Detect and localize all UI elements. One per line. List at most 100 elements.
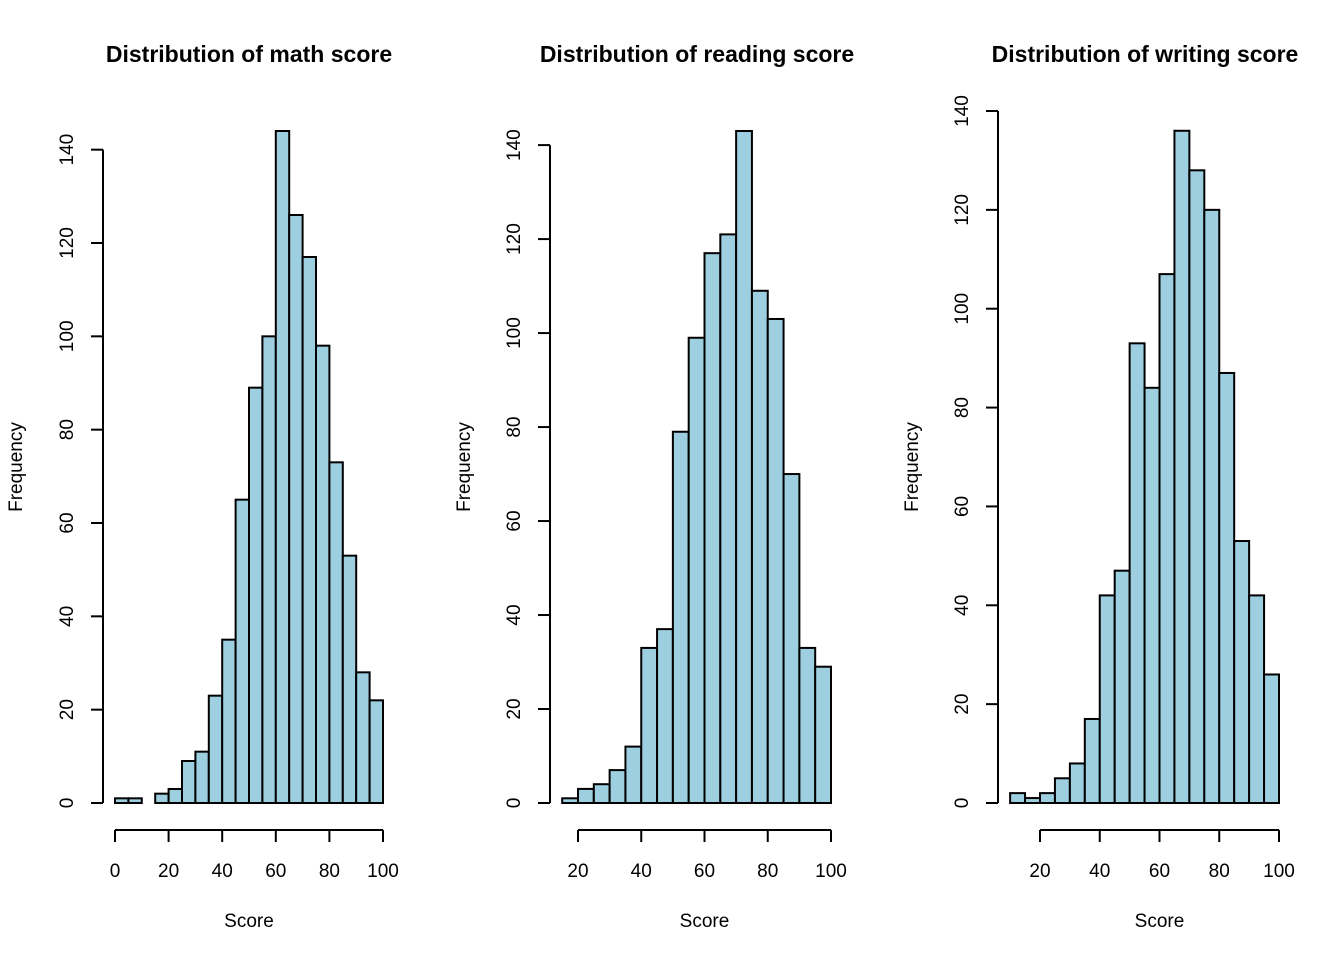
y-tick-label: 60 [504,510,525,531]
histogram-bar [1233,540,1251,804]
y-tick-label: 80 [57,419,78,440]
y-tick-label: 0 [57,798,78,809]
histogram-bar [1188,169,1206,805]
y-tick-label: 140 [57,134,78,166]
x-tick-label: 40 [1089,861,1110,882]
histogram-bar [234,498,251,804]
histogram-bar [248,386,264,804]
histogram-bar [154,792,170,805]
histogram-bar [1009,792,1027,804]
y-tick-label: 60 [57,512,78,533]
histogram-bar [798,646,817,805]
histogram-bar [1128,342,1146,804]
chart-title: Distribution of math score [106,41,392,67]
histogram-bar [355,671,371,804]
x-tick-label: 100 [367,861,399,882]
y-axis-label: Frequency [902,422,923,512]
y-tick-label: 40 [952,595,973,616]
histogram-bar [1024,797,1041,804]
histogram-bar [1248,594,1266,805]
histogram-bar [735,130,753,804]
y-tick-label: 120 [952,194,973,226]
histogram-bar [368,699,385,804]
histogram-bar [782,473,801,804]
histogram-bar [1098,594,1116,805]
y-tick-label: 80 [504,416,525,437]
histogram-bar [750,289,769,804]
x-tick-label: 20 [567,861,588,882]
histogram-bar [608,769,627,805]
histogram-bar [207,694,224,805]
x-tick-label: 80 [757,861,778,882]
x-tick-label: 80 [319,861,340,882]
y-tick-label: 0 [504,798,525,809]
histogram-bar [592,783,611,805]
histogram-bar [288,214,304,804]
histogram-bar [114,797,130,804]
x-axis-label: Score [680,911,730,932]
x-tick-label: 80 [1209,861,1230,882]
histogram-bar [1203,208,1221,805]
x-tick-label: 100 [815,861,847,882]
histogram-bar [194,750,210,805]
histogram-bar [561,797,579,805]
histogram-panel-1: Distribution of math score 0 20 40 60 80 100 12… [6,41,399,932]
x-tick-label: 60 [265,861,286,882]
histogram-bar [656,628,674,804]
y-axis-label: Frequency [6,422,27,512]
y-tick-label: 120 [57,227,78,259]
histogram-bar [671,430,690,804]
histogram-bar [719,233,738,804]
histogram-bar [1053,777,1071,804]
histogram-bar [1263,673,1280,804]
chart-title: Distribution of writing score [992,41,1299,67]
histogram-bar [167,788,184,804]
histogram-bar [127,797,143,804]
y-tick-label: 20 [504,698,525,719]
histogram-bar [1158,273,1176,805]
histogram-bar [221,638,237,805]
y-tick-label: 20 [952,694,973,715]
histogram-bar [703,252,722,804]
histogram-bar [1068,762,1086,805]
histogram-panel-2: Distribution of reading score 0 20 40 60 80 10… [454,41,854,932]
histogram-bar [640,646,659,805]
x-tick-label: 20 [1029,861,1050,882]
y-tick-label: 80 [952,397,973,418]
y-tick-label: 40 [57,606,78,627]
y-tick-label: 140 [504,129,525,161]
y-tick-label: 140 [952,95,973,127]
histogram-bar [766,317,785,804]
histogram-bar [301,256,318,804]
histogram-bar [1173,129,1191,804]
x-tick-label: 60 [694,861,715,882]
histogram-panel-3: Distribution of writing score 0 20 40 60 80 10… [902,41,1298,932]
x-tick-label: 100 [1263,861,1295,882]
y-tick-label: 100 [952,293,973,325]
x-tick-label: 40 [631,861,652,882]
histogram-bar [1143,386,1161,804]
y-axis-label: Frequency [454,422,475,512]
y-tick-label: 40 [504,604,525,625]
x-tick-label: 0 [110,861,121,882]
histogram-bar [577,787,595,805]
histogram-bar [1113,569,1131,805]
histogram-bar [328,461,344,804]
histogram-bar [261,335,277,804]
y-tick-label: 60 [952,496,973,517]
x-tick-label: 60 [1149,861,1170,882]
y-tick-label: 120 [504,223,525,255]
histogram-bar [315,344,331,804]
histogram-bar [341,554,358,805]
x-tick-label: 20 [158,861,179,882]
histogram-bar [814,665,832,804]
x-tick-label: 40 [212,861,233,882]
histogram-bar [1083,717,1101,805]
y-tick-label: 100 [57,320,78,352]
y-tick-label: 20 [57,699,78,720]
histogram-bar [687,336,706,804]
histogram-bar [274,130,291,804]
y-tick-label: 100 [504,317,525,349]
histogram-bar [624,745,643,805]
